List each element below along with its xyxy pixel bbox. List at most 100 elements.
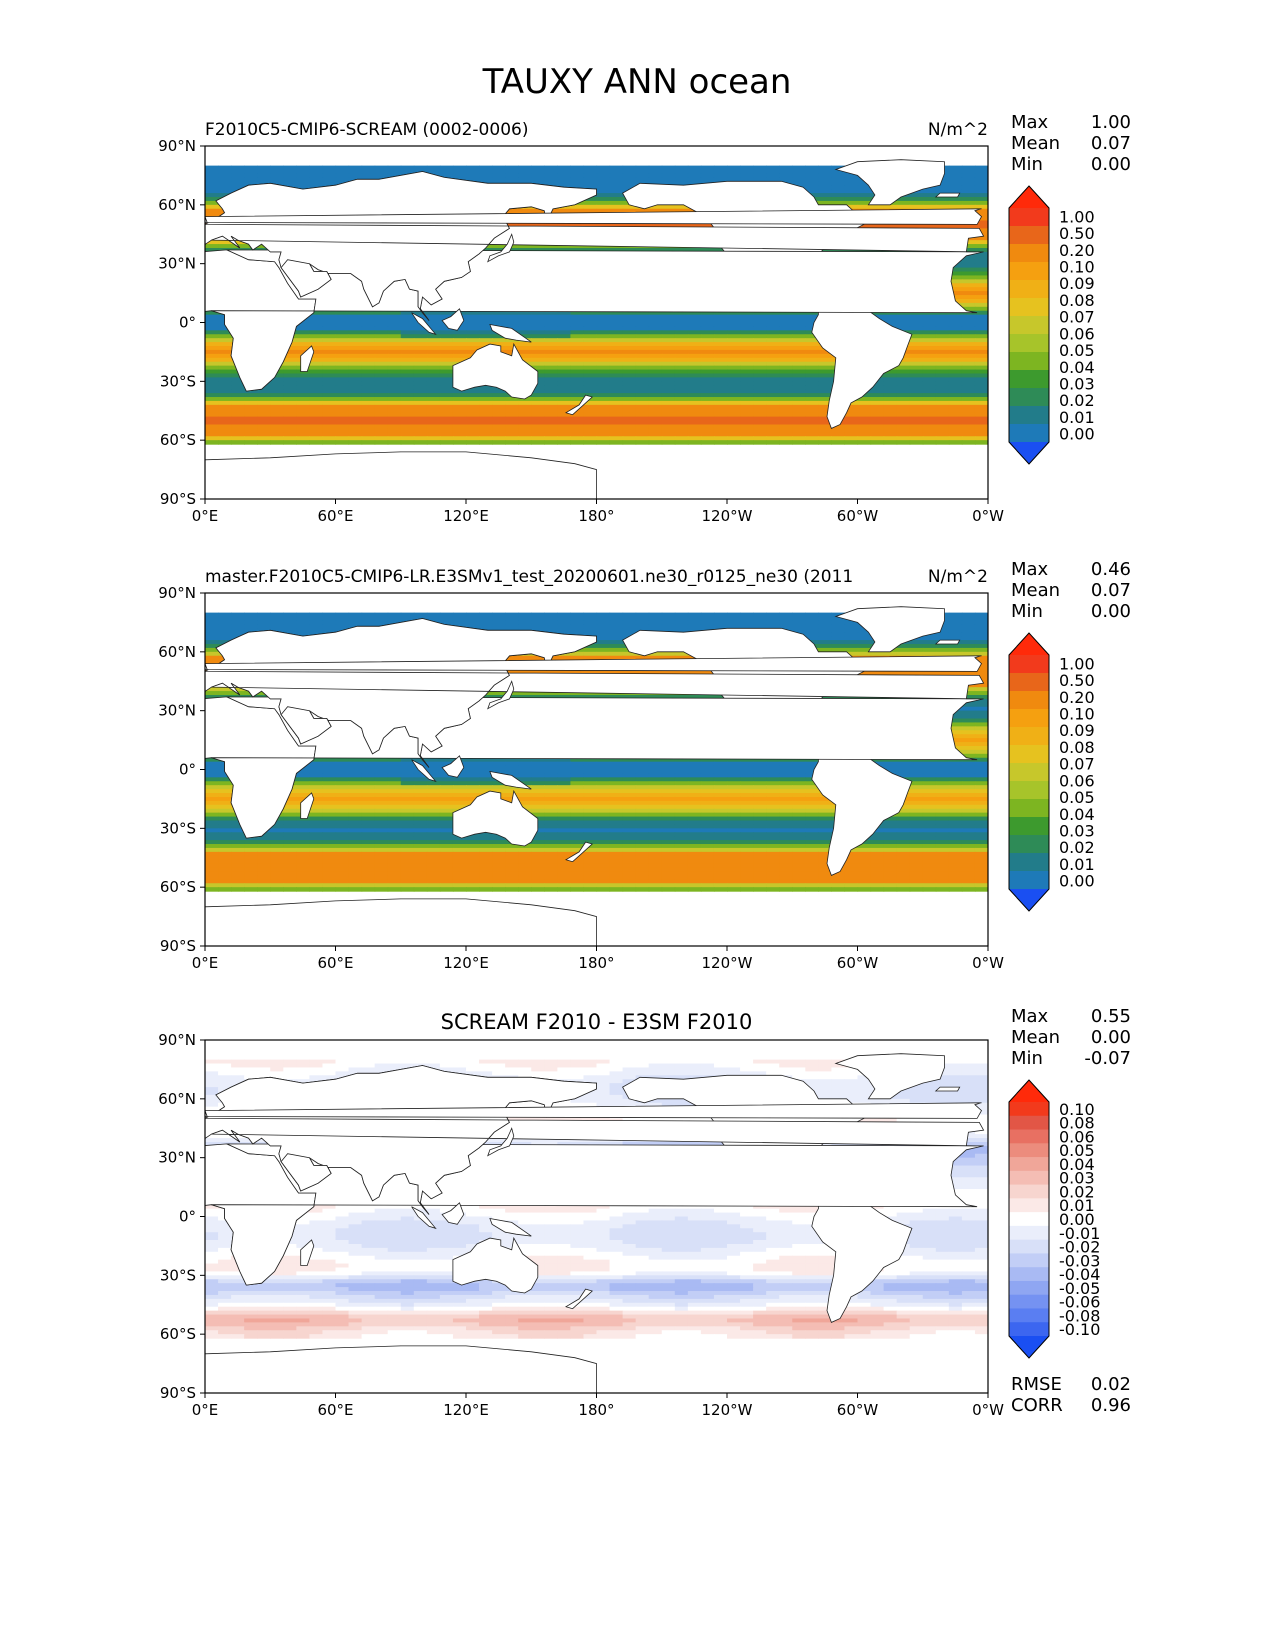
colorbar-label: 0.04 [1059, 358, 1095, 377]
colorbar-segment [1009, 1239, 1049, 1254]
stats-diff: Max 0.55 Mean 0.00 Min -0.07 [1011, 1006, 1131, 1069]
colorbar-segment [1009, 262, 1049, 281]
stat-label-max: Max [1011, 559, 1049, 580]
y-tick-label: 30°N [158, 1149, 196, 1167]
colorbar-label: -0.03 [1059, 1251, 1100, 1270]
colorbar-label: 0.09 [1059, 274, 1095, 293]
stat-value-mean: 0.07 [1091, 580, 1131, 601]
x-tick-label: 60°W [837, 954, 879, 972]
colorbar-label: 0.00 [1059, 425, 1095, 444]
colorbar-segment [1009, 1212, 1049, 1227]
continents-test [205, 159, 985, 499]
continent-new-guinea [489, 1217, 532, 1237]
stat-label-min: Min [1011, 154, 1043, 175]
colorbar-segment [1009, 280, 1049, 299]
continent-new-zealand [565, 1288, 593, 1310]
continent-antarctica [205, 451, 597, 499]
continent-borneo [441, 755, 465, 778]
colorbar-segment [1009, 835, 1049, 854]
continents-ref [205, 606, 985, 946]
colorbar-label: 0.05 [1059, 1141, 1095, 1160]
stats-test: Max 1.00 Mean 0.07 Min 0.00 [1011, 112, 1131, 175]
colorbar-segment [1009, 727, 1049, 746]
continent-sumatra [411, 312, 437, 336]
y-tick-label: 60°S [160, 878, 196, 896]
colorbar-label: 0.50 [1059, 224, 1095, 243]
continent-arabia [280, 259, 332, 298]
colorbar-label: -0.05 [1059, 1279, 1100, 1298]
colorbar-label: 0.01 [1059, 408, 1095, 427]
x-axis-test: 0°E 60°E 120°E 180° 120°W 60°W 0°W [192, 499, 1004, 525]
continent-japan [487, 233, 515, 263]
x-tick-label: 60°E [317, 1401, 353, 1419]
colorbar-label: 0.08 [1059, 738, 1095, 757]
y-tick-label: 90°N [158, 1031, 196, 1049]
colorbar-label: 0.08 [1059, 291, 1095, 310]
continent-australia [452, 789, 539, 847]
continent-new-guinea [489, 770, 532, 790]
colorbar-segment [1009, 781, 1049, 800]
continent-borneo [441, 308, 465, 331]
colorbar-outline [1008, 632, 1050, 912]
colorbar-segment [1009, 871, 1049, 890]
y-tick-label: 90°S [160, 937, 196, 955]
stat-label-rmse: RMSE [1011, 1374, 1062, 1395]
x-tick-label: 120°E [443, 1401, 489, 1419]
colorbar-segment [1009, 1157, 1049, 1172]
y-tick-label: 30°N [158, 255, 196, 273]
y-tick-label: 30°S [160, 372, 196, 390]
colorbar-extend-top [1009, 186, 1049, 208]
figure-title: TAUXY ANN ocean [482, 62, 792, 102]
colorbar-segment [1009, 1170, 1049, 1186]
colorbar-label: -0.04 [1059, 1265, 1100, 1284]
continent-japan [487, 1127, 515, 1157]
x-tick-label: 0°E [192, 1401, 219, 1419]
colorbar-segment [1009, 316, 1049, 335]
colorbar-segment [1009, 406, 1049, 425]
continent-antarctica [205, 1345, 597, 1393]
stat-value-min: 0.00 [1091, 601, 1131, 622]
colorbar-segment [1009, 1115, 1049, 1131]
units-label: N/m^2 [928, 567, 988, 587]
y-tick-label: 0° [179, 761, 196, 779]
continent-uk [205, 208, 983, 225]
colorbar-label: 1.00 [1059, 654, 1095, 673]
colorbar-segment [1009, 226, 1049, 245]
colorbar-label: 0.06 [1059, 1127, 1095, 1146]
y-tick-label: 90°N [158, 137, 196, 155]
colorbar-label: 0.10 [1059, 258, 1095, 277]
x-tick-label: 120°W [702, 1401, 753, 1419]
colorbar-label: -0.08 [1059, 1306, 1100, 1325]
colorbar-segment [1009, 1102, 1049, 1117]
y-tick-label: 60°N [158, 196, 196, 214]
colorbar-extend-bottom [1009, 889, 1049, 911]
continent-sumatra [411, 759, 437, 783]
continent-australia [452, 1236, 539, 1294]
y-tick-label: 30°N [158, 702, 196, 720]
stat-label-mean: Mean [1011, 580, 1060, 601]
colorbar-label: 0.04 [1059, 805, 1095, 824]
colorbar-extend-bottom [1009, 442, 1049, 464]
x-axis-diff: 0°E 60°E 120°E 180° 120°W 60°W 0°W [192, 1393, 1004, 1419]
colorbar-outline [1008, 1079, 1050, 1359]
continent-sumatra [411, 1206, 437, 1230]
continent-iceland [934, 192, 961, 198]
colorbar-label: 0.09 [1059, 721, 1095, 740]
x-tick-label: 60°E [317, 954, 353, 972]
map-ref [205, 593, 988, 946]
colorbar-label: 0.04 [1059, 1155, 1095, 1174]
colorbar-label: 0.07 [1059, 308, 1095, 327]
colorbar-segment [1009, 1143, 1049, 1158]
y-tick-label: 90°S [160, 490, 196, 508]
stat-value-mean: 0.07 [1091, 133, 1131, 154]
x-tick-label: 0°E [192, 507, 219, 525]
x-axis-ref: 0°E 60°E 120°E 180° 120°W 60°W 0°W [192, 946, 1004, 972]
y-tick-label: 0° [179, 1208, 196, 1226]
stat-label-mean: Mean [1011, 133, 1060, 154]
continent-new-guinea [489, 323, 532, 343]
continent-south-america [811, 298, 913, 429]
colorbar-label: 0.02 [1059, 1182, 1095, 1201]
stat-value-max: 0.46 [1091, 559, 1131, 580]
colorbar-segment [1009, 1308, 1049, 1323]
colorbar-label: 0.01 [1059, 855, 1095, 874]
